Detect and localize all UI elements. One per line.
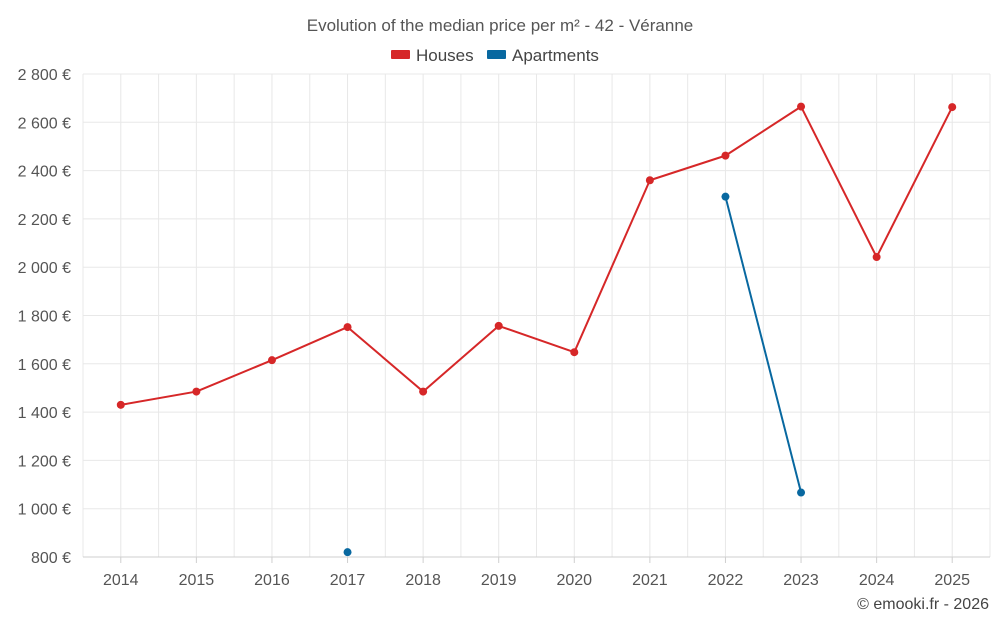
series-houses bbox=[116, 102, 957, 409]
x-tick-label: 2014 bbox=[103, 572, 139, 589]
series bbox=[116, 102, 957, 557]
legend-swatch-apartments bbox=[487, 50, 506, 59]
x-tick-label: 2018 bbox=[405, 572, 441, 589]
houses-point[interactable] bbox=[948, 103, 957, 112]
legend-item-houses[interactable]: Houses bbox=[391, 46, 474, 65]
houses-line-segment bbox=[346, 326, 425, 393]
y-tick-label: 2 800 € bbox=[18, 67, 71, 84]
apartments-point[interactable] bbox=[721, 192, 730, 201]
x-tick-label: 2016 bbox=[254, 572, 290, 589]
apartments-point[interactable] bbox=[343, 548, 352, 557]
apartments-line-segment bbox=[724, 195, 803, 494]
x-axis: 2014 2015 2016 2017 2018 2019 2020 2021 2022 2023… bbox=[83, 556, 990, 589]
houses-line-segment bbox=[270, 326, 349, 362]
x-tick-label: 2025 bbox=[934, 572, 970, 589]
x-tick-label: 2023 bbox=[783, 572, 819, 589]
x-tick-label: 2017 bbox=[330, 572, 366, 589]
houses-point[interactable] bbox=[419, 387, 428, 396]
houses-line-segment bbox=[875, 106, 954, 259]
houses-point[interactable] bbox=[721, 151, 730, 160]
y-axis: 800 € 1 000 € 1 200 € 1 400 € 1 600 € 1 800 €… bbox=[18, 67, 71, 567]
x-tick-label: 2022 bbox=[708, 572, 744, 589]
houses-line-segment bbox=[800, 105, 878, 259]
x-tick-label: 2015 bbox=[179, 572, 215, 589]
houses-point[interactable] bbox=[192, 387, 201, 396]
houses-line-segment bbox=[573, 179, 651, 354]
credit-text: © emooki.fr - 2026 bbox=[857, 596, 989, 613]
y-tick-label: 1 000 € bbox=[18, 502, 71, 519]
legend-swatch-houses bbox=[391, 50, 410, 59]
y-tick-label: 2 200 € bbox=[18, 212, 71, 229]
y-tick-label: 1 400 € bbox=[18, 405, 71, 422]
houses-line-segment bbox=[648, 154, 727, 182]
x-tick-label: 2021 bbox=[632, 572, 668, 589]
houses-line-segment bbox=[724, 105, 803, 157]
houses-line-segment bbox=[195, 359, 273, 393]
houses-line-segment bbox=[422, 324, 500, 393]
houses-point[interactable] bbox=[645, 176, 654, 185]
houses-point[interactable] bbox=[872, 253, 881, 262]
x-tick-label: 2019 bbox=[481, 572, 517, 589]
apartments-point[interactable] bbox=[797, 488, 806, 497]
houses-line-segment bbox=[119, 390, 198, 406]
houses-point[interactable] bbox=[797, 102, 806, 111]
houses-point[interactable] bbox=[116, 400, 125, 409]
y-tick-label: 1 200 € bbox=[18, 453, 71, 470]
y-tick-label: 2 600 € bbox=[18, 115, 71, 132]
chart-title: Evolution of the median price per m² - 4… bbox=[307, 16, 693, 35]
legend-label-apartments: Apartments bbox=[512, 46, 599, 65]
legend-label-houses: Houses bbox=[416, 46, 474, 65]
legend: Houses Apartments bbox=[391, 46, 599, 65]
y-tick-label: 2 000 € bbox=[18, 260, 71, 277]
houses-point[interactable] bbox=[267, 356, 276, 365]
y-tick-label: 2 400 € bbox=[18, 164, 71, 181]
series-apartments bbox=[343, 192, 806, 557]
houses-point[interactable] bbox=[494, 321, 503, 330]
x-tick-label: 2020 bbox=[556, 572, 592, 589]
y-tick-label: 1 800 € bbox=[18, 309, 71, 326]
houses-point[interactable] bbox=[343, 323, 352, 332]
houses-line-segment bbox=[497, 324, 576, 354]
y-tick-label: 800 € bbox=[31, 550, 71, 567]
x-tick-label: 2024 bbox=[859, 572, 895, 589]
legend-item-apartments[interactable]: Apartments bbox=[487, 46, 599, 65]
y-tick-label: 1 600 € bbox=[18, 357, 71, 374]
houses-point[interactable] bbox=[570, 348, 579, 357]
grid bbox=[82, 73, 991, 557]
